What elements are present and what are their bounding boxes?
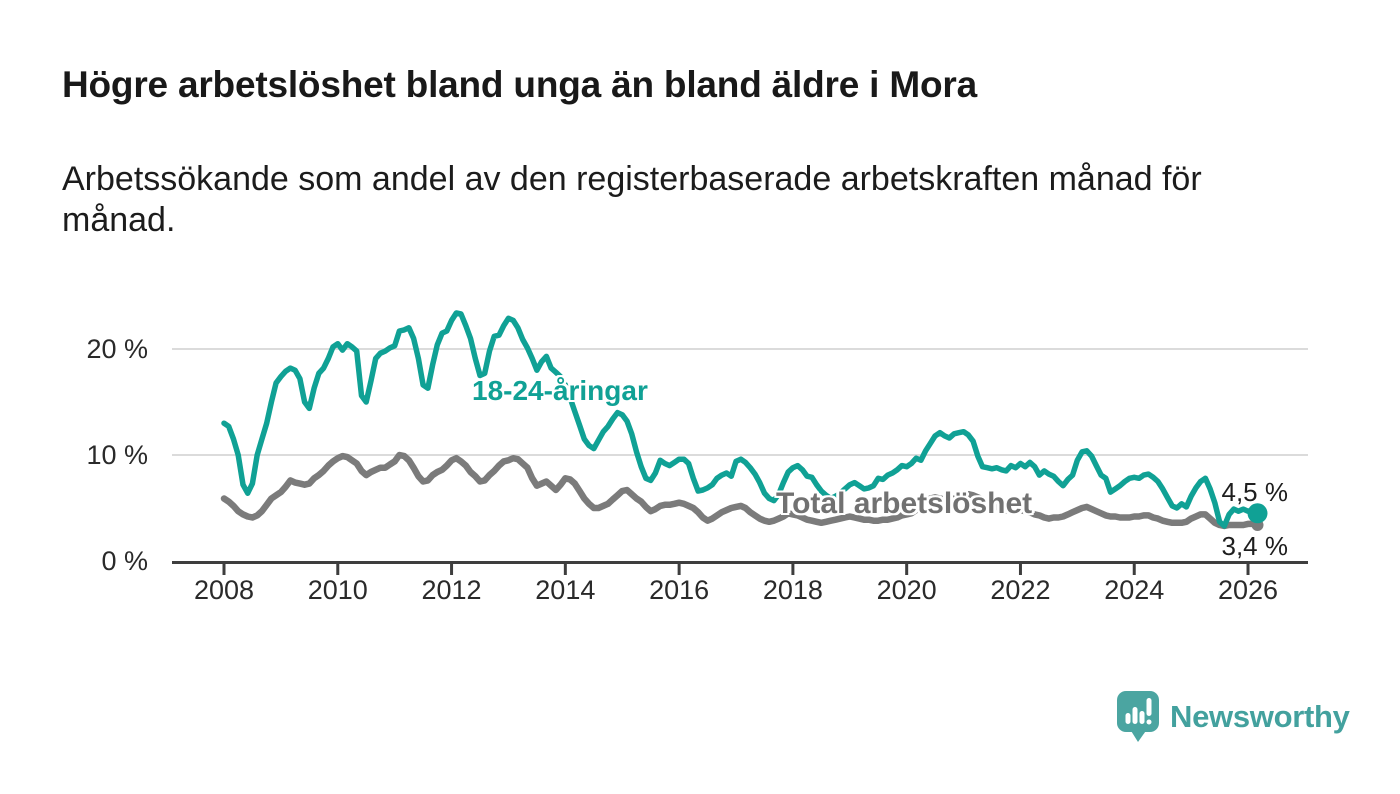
end-value-label-youth: 4,5 % bbox=[1221, 477, 1289, 507]
chart-subtitle: Arbetssökande som andel av den registerb… bbox=[62, 159, 1282, 241]
x-tick-label: 2014 bbox=[535, 575, 596, 605]
series-label-youth: 18-24-åringar bbox=[472, 375, 648, 406]
x-tick-label: 2018 bbox=[762, 575, 823, 605]
newsworthy-logo-icon bbox=[1117, 691, 1159, 742]
x-tick-label: 2010 bbox=[307, 575, 368, 605]
x-tick-label: 2024 bbox=[1104, 575, 1165, 605]
subtitle-line-1: Arbetssökande som andel av den registerb… bbox=[62, 160, 1202, 198]
newsworthy-wordmark: Newsworthy bbox=[1170, 698, 1350, 734]
subtitle-line-2: månad. bbox=[62, 201, 176, 239]
x-tick-label: 2008 bbox=[193, 575, 255, 605]
x-tick-label: 2012 bbox=[421, 575, 482, 605]
x-tick-label: 2020 bbox=[876, 575, 937, 605]
series-line-total bbox=[220, 451, 1261, 530]
x-tick-label: 2026 bbox=[1217, 575, 1279, 605]
newsworthy-logo: Newsworthy bbox=[1116, 690, 1350, 743]
end-value-label-total: 3,4 % bbox=[1221, 531, 1289, 561]
end-dot-youth bbox=[1247, 503, 1268, 524]
y-tick-label: 20 % bbox=[86, 334, 148, 364]
x-tick-label: 2016 bbox=[649, 575, 710, 605]
page-title: Högre arbetslöshet bland unga än bland ä… bbox=[62, 64, 977, 105]
y-tick-label: 0 % bbox=[101, 546, 148, 576]
y-tick-label: 10 % bbox=[86, 440, 148, 470]
series-line-youth bbox=[221, 310, 1261, 529]
series-label-total: Total arbetslöshet bbox=[776, 487, 1033, 520]
x-tick-label: 2022 bbox=[990, 575, 1051, 605]
